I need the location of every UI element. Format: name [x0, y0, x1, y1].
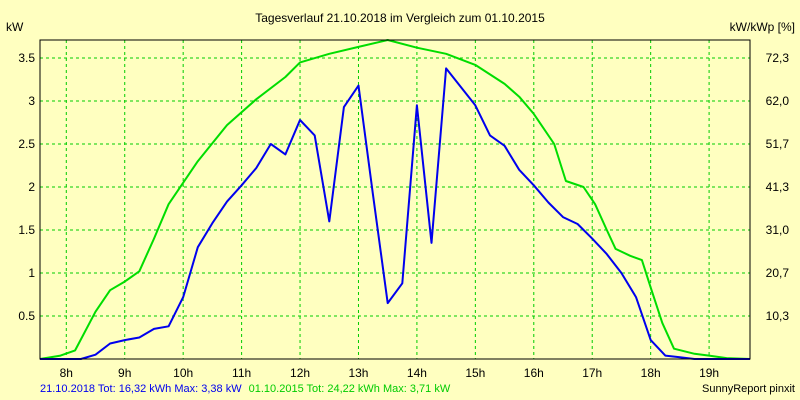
y-tick-label-right: 41,3 — [766, 180, 790, 194]
y-tick-label-left: 2.5 — [18, 137, 35, 151]
right-axis-unit: kW/kWp [%] — [730, 20, 795, 34]
y-tick-label-left: 2 — [28, 180, 35, 194]
x-tick-label: 13h — [348, 366, 368, 380]
x-tick-label: 11h — [232, 366, 251, 380]
y-tick-label-right: 51,7 — [766, 137, 790, 151]
x-tick-label: 8h — [60, 366, 73, 380]
x-tick-label: 19h — [699, 366, 719, 380]
x-tick-label: 14h — [407, 366, 427, 380]
y-tick-label-right: 10,3 — [766, 309, 790, 323]
y-tick-label-left: 1.5 — [18, 223, 35, 237]
y-tick-label-left: 3.5 — [18, 51, 35, 65]
y-tick-label-right: 62,0 — [766, 94, 790, 108]
series-line-1 — [39, 39, 751, 360]
y-tick-label-right: 31,0 — [766, 223, 790, 237]
legend-footer: 21.10.2018 Tot: 16,32 kWh Max: 3,38 kW 0… — [40, 383, 451, 395]
y-tick-label-right: 72,3 — [766, 51, 790, 65]
y-tick-label-right: 20,7 — [766, 266, 790, 280]
x-tick-label: 18h — [641, 366, 661, 380]
credit-label: SunnyReport pinxit — [702, 383, 795, 395]
legend-series-current: 21.10.2018 Tot: 16,32 kWh Max: 3,38 kW — [40, 383, 242, 395]
legend-series-reference: 01.10.2015 Tot: 24,22 kWh Max: 3,71 kW — [249, 383, 451, 395]
chart-title: Tagesverlauf 21.10.2018 im Vergleich zum… — [255, 11, 545, 25]
grid-lines — [40, 40, 750, 359]
x-tick-label: 15h — [465, 366, 485, 380]
x-tick-label: 16h — [524, 366, 544, 380]
x-tick-label: 17h — [582, 366, 602, 380]
x-tick-label: 10h — [173, 366, 193, 380]
y-tick-label-left: 3 — [28, 94, 35, 108]
x-tick-label: 9h — [118, 366, 131, 380]
x-tick-label: 12h — [290, 366, 310, 380]
y-tick-label-left: 1 — [28, 266, 35, 280]
y-tick-label-left: 0.5 — [18, 309, 35, 323]
series-line-2 — [40, 67, 750, 360]
plot-frame — [39, 39, 751, 360]
tick-labels: 8h 9h 10h 11h 12h 13h 14h 15h 16h 17h 18h 19h 0.5 1 1.… — [18, 51, 789, 380]
series-group — [39, 39, 751, 360]
left-axis-unit: kW — [6, 20, 24, 34]
